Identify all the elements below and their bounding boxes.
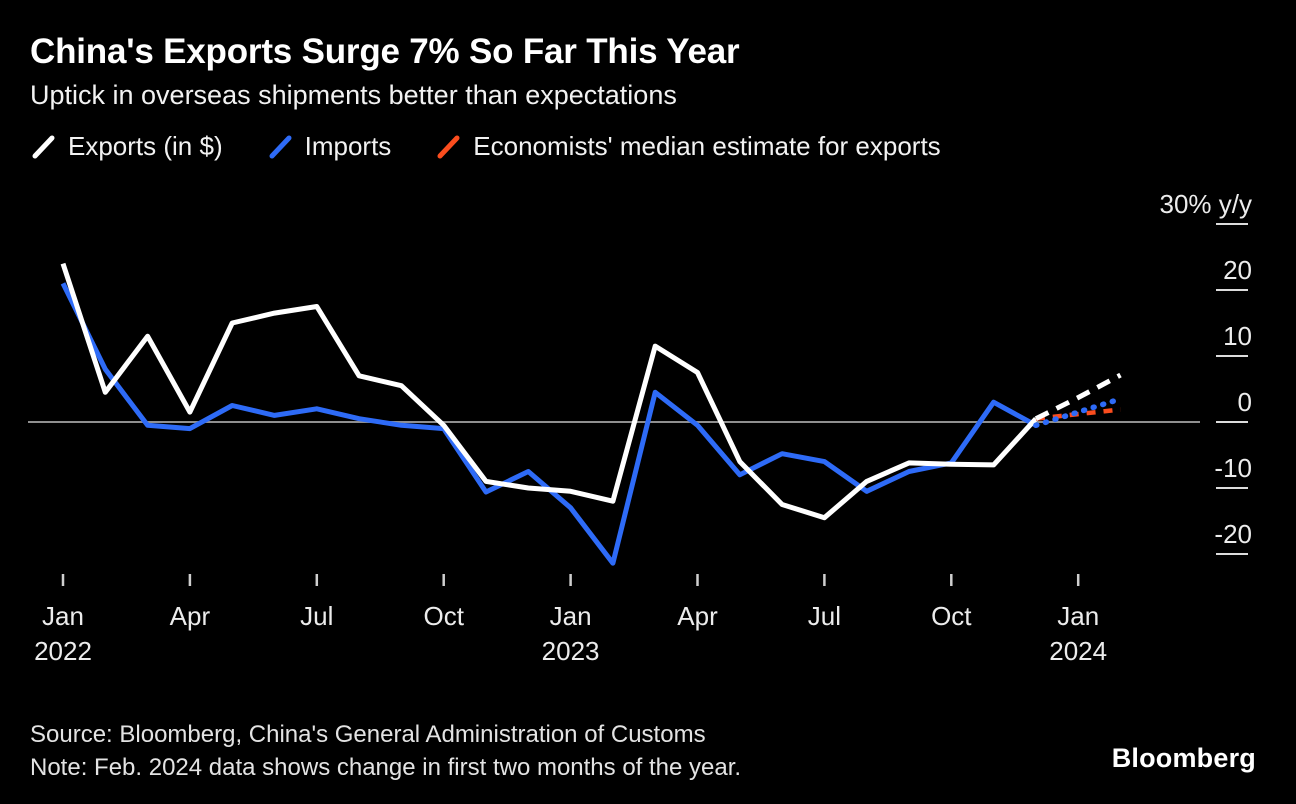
y-axis-label: -10 bbox=[1214, 453, 1252, 483]
chart-header: China's Exports Surge 7% So Far This Yea… bbox=[0, 0, 1296, 111]
footer-text: Source: Bloomberg, China's General Admin… bbox=[30, 719, 741, 784]
y-axis-label: 0 bbox=[1238, 387, 1252, 417]
bloomberg-logo: Bloomberg bbox=[1111, 743, 1256, 773]
legend-item-imports: Imports bbox=[267, 131, 392, 162]
y-axis-label: 30% y/y bbox=[1160, 189, 1253, 219]
y-axis-label: 20 bbox=[1223, 255, 1252, 285]
series-imports bbox=[60, 282, 1038, 566]
x-axis-label-month: Jul bbox=[808, 601, 841, 631]
legend-label-imports: Imports bbox=[304, 131, 392, 162]
chart-legend: Exports (in $) Imports Economists' media… bbox=[30, 131, 1296, 162]
x-axis-label-month: Jan bbox=[1057, 601, 1099, 631]
series-exports-jan-feb-2024 bbox=[1034, 373, 1122, 422]
chart-title: China's Exports Surge 7% So Far This Yea… bbox=[30, 32, 740, 71]
series-exports bbox=[60, 263, 1038, 521]
x-axis-label-month: Oct bbox=[423, 601, 464, 631]
y-axis-label: 10 bbox=[1223, 321, 1252, 351]
x-axis-label-month: Jul bbox=[300, 601, 333, 631]
y-axis-label: -20 bbox=[1214, 519, 1252, 549]
exports-line-swatch-icon bbox=[32, 135, 55, 159]
x-axis-label-month: Oct bbox=[931, 601, 972, 631]
note-text: Note: Feb. 2024 data shows change in fir… bbox=[30, 753, 742, 781]
chart-subtitle: Uptick in overseas shipments better than… bbox=[30, 80, 677, 111]
imports-line-swatch-icon bbox=[269, 135, 292, 159]
estimate-line-swatch-icon bbox=[437, 135, 460, 159]
x-axis-label-month: Apr bbox=[677, 601, 718, 631]
x-axis-label-year: 2024 bbox=[1049, 636, 1107, 666]
x-axis-label-year: 2022 bbox=[34, 636, 92, 666]
legend-item-estimate: Economists' median estimate for exports bbox=[435, 131, 941, 162]
chart-area: 30% y/y 20 10 0 -10 -20 Jan 2022 Apr Jul Oct Jan 202… bbox=[0, 178, 1296, 698]
x-axis-label-year: 2023 bbox=[542, 636, 600, 666]
x-axis-label-month: Apr bbox=[170, 601, 211, 631]
x-axis-label-month: Jan bbox=[550, 601, 592, 631]
x-axis-label-month: Jan bbox=[42, 601, 84, 631]
line-chart: 30% y/y 20 10 0 -10 -20 Jan 2022 Apr Jul Oct Jan 202… bbox=[28, 189, 1253, 666]
legend-item-exports: Exports (in $) bbox=[30, 131, 223, 162]
legend-label-exports: Exports (in $) bbox=[68, 131, 223, 162]
legend-label-estimate: Economists' median estimate for exports bbox=[473, 131, 941, 162]
series-exports-estimate bbox=[1035, 407, 1121, 422]
source-text: Source: Bloomberg, China's General Admin… bbox=[30, 721, 706, 749]
